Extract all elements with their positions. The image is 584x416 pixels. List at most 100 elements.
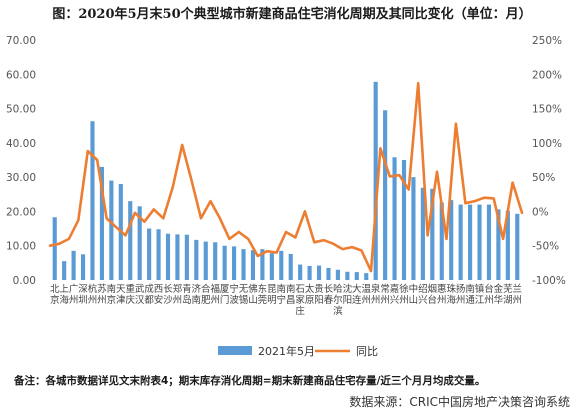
bar-38 — [401, 160, 407, 280]
bar-43 — [449, 200, 454, 280]
chart-note: 备注：各城市数据详见文末附表4；期末库存消化周期=期末新建商品住宅存量/近三个月… — [14, 375, 486, 387]
y-right-tick-label: -50% — [532, 241, 559, 253]
x-tick-label: 宁波 — [229, 283, 239, 306]
x-tick-label: 大连 — [352, 283, 362, 306]
bar-18 — [213, 242, 218, 280]
bar-26 — [288, 253, 293, 280]
y-left-tick-label: 10.00 — [6, 241, 36, 253]
line-series-yoy — [48, 81, 524, 273]
x-tick-label: 珠海 — [446, 283, 456, 306]
x-tick-label: 绍兴 — [418, 283, 428, 306]
bar-17 — [203, 241, 208, 280]
y-right-tick-label: -100% — [532, 275, 566, 287]
x-tick-label: 天津 — [116, 284, 126, 306]
x-tick-label: 广州 — [69, 283, 79, 306]
x-tick-label: 无锡 — [239, 284, 249, 306]
bar-22 — [250, 250, 256, 280]
legend-label-bar: 2021年5月 — [258, 344, 315, 358]
y-left-tick-label: 70.00 — [6, 35, 36, 47]
y-right-tick-label: 0% — [532, 206, 549, 218]
x-tick-label: 南昌 — [286, 283, 296, 306]
y-left-tick-label: 40.00 — [6, 138, 36, 150]
x-tick-label: 贵阳 — [314, 283, 324, 306]
bar-48 — [496, 209, 501, 280]
bar-30 — [326, 268, 331, 280]
x-tick-label: 南宁 — [277, 283, 287, 306]
bar-37 — [392, 157, 397, 280]
legend-swatch-bar — [218, 346, 252, 355]
x-tick-label: 长春 — [324, 283, 334, 306]
x-tick-label: 扬州 — [456, 283, 466, 306]
bar-33 — [354, 272, 359, 280]
x-tick-label: 长沙 — [163, 283, 173, 306]
x-tick-label: 烟台 — [428, 283, 438, 306]
x-tick-label: 常州 — [380, 283, 390, 306]
y-left-tick-label: 0.00 — [13, 275, 36, 287]
y-right-tick-label: 50% — [532, 172, 555, 184]
bar-28 — [307, 265, 312, 280]
y-left-tick-label: 60.00 — [6, 69, 36, 81]
x-tick-label: 南通 — [465, 283, 475, 306]
bar-36 — [383, 110, 388, 281]
x-tick-label: 杭州 — [88, 283, 98, 306]
bar-12 — [156, 229, 161, 280]
y-left-tick-label: 50.00 — [6, 104, 36, 116]
bar-21 — [241, 249, 246, 280]
x-tick-label: 哈尔滨 — [333, 283, 343, 317]
chart-title: 图：2020年5月末50个典型城市新建商品住宅消化周期及其同比变化（单位：月） — [52, 7, 532, 22]
bar-42 — [439, 202, 444, 280]
x-tick-label: 兰州 — [513, 283, 523, 306]
bar-3 — [71, 250, 76, 280]
bar-50 — [515, 213, 520, 280]
bar-15 — [184, 234, 189, 280]
x-tick-label: 嘉兴 — [390, 283, 400, 306]
x-tick-label: 惠州 — [437, 283, 447, 306]
bar-23 — [260, 249, 265, 280]
bar-16 — [194, 239, 199, 280]
y-right-tick-label: 250% — [532, 35, 562, 47]
bar-2 — [62, 261, 67, 280]
chart: 0.00 10.00 20.00 30.00 40.00 50.00 60.00 70.00 -… — [6, 35, 566, 358]
x-tick-label: 厦门 — [220, 284, 230, 306]
x-tick-label: 金华 — [494, 283, 504, 306]
x-tick-label: 济南 — [192, 283, 202, 306]
bar-27 — [298, 264, 303, 280]
x-tick-label: 成都 — [144, 283, 154, 306]
bar-4 — [80, 254, 86, 280]
y-left-tick-label: 20.00 — [6, 206, 36, 218]
bar-41 — [430, 188, 435, 280]
bar-1 — [52, 217, 57, 280]
y-left-tick-label: 30.00 — [6, 172, 36, 184]
x-tick-label: 佛山 — [248, 283, 258, 306]
bar-5 — [90, 121, 95, 280]
bar-13 — [165, 233, 171, 280]
y-right-tick-label: 200% — [532, 69, 562, 81]
y-right-tick-label: 150% — [532, 104, 562, 116]
bar-20 — [232, 246, 237, 280]
x-tick-label: 青岛 — [182, 283, 192, 306]
x-tick-label: 温州 — [361, 284, 371, 306]
x-tick-label: 石家庄 — [295, 284, 305, 317]
legend-label-line: 同比 — [356, 345, 378, 358]
data-source: 数据来源：CRIC中国房地产决策咨询系统 — [349, 395, 570, 409]
bar-32 — [345, 271, 350, 280]
x-tick-label: 中山 — [409, 283, 419, 306]
x-tick-label: 深圳 — [78, 284, 88, 306]
bar-39 — [411, 177, 416, 280]
x-tick-label: 上海 — [59, 284, 69, 306]
y-right-tick-label: 100% — [532, 138, 562, 150]
x-tick-label: 西安 — [154, 284, 164, 306]
bar-11 — [147, 228, 152, 280]
bar-35 — [373, 81, 378, 280]
bar-40 — [420, 187, 425, 280]
bar-24 — [269, 253, 274, 280]
x-tick-label: 徐州 — [399, 283, 409, 306]
bar-34 — [364, 273, 369, 280]
bar-9 — [128, 201, 133, 280]
x-tick-label: 合肥 — [201, 283, 211, 306]
bar-44 — [458, 204, 463, 280]
x-tick-label: 东莞 — [258, 283, 268, 306]
x-tick-label: 北京 — [50, 284, 60, 306]
bar-47 — [486, 204, 492, 280]
